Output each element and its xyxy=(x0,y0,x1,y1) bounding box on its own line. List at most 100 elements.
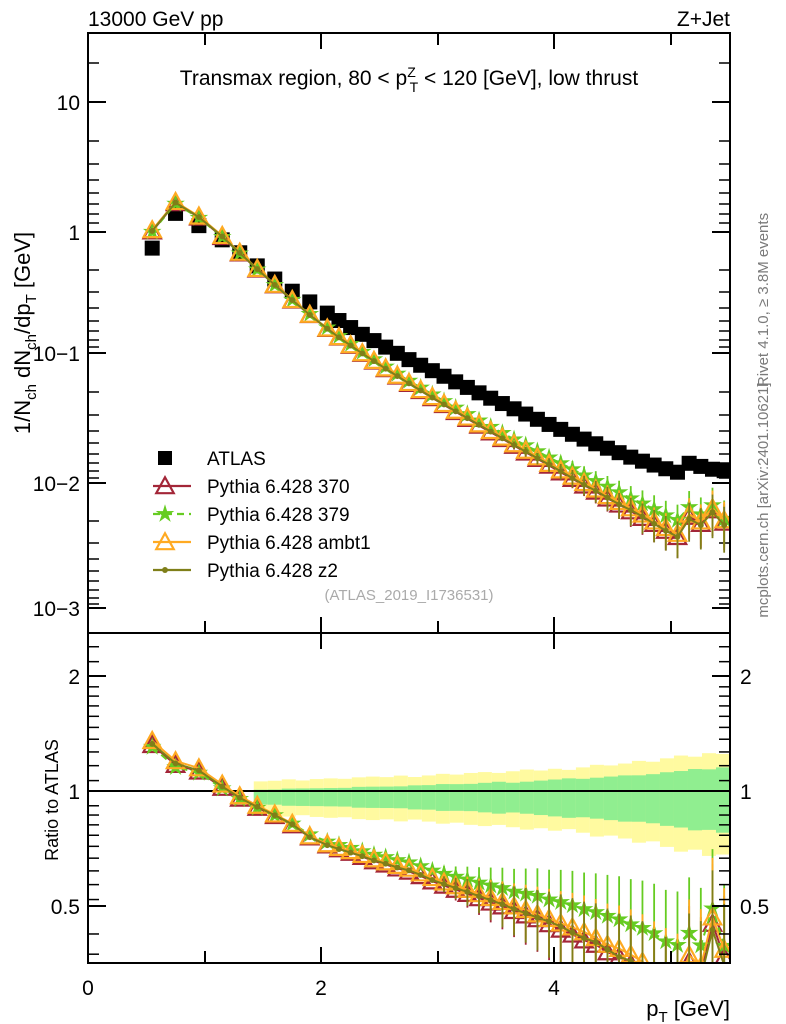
data-marker-dot xyxy=(172,760,179,767)
data-marker-triangle xyxy=(188,757,210,777)
data-marker-square xyxy=(483,390,499,406)
data-marker-star xyxy=(388,850,407,869)
data-marker-square xyxy=(704,461,720,477)
data-marker-square xyxy=(331,313,347,329)
data-marker-triangle xyxy=(281,288,303,309)
data-marker-square xyxy=(471,385,487,401)
data-marker-dot xyxy=(604,494,611,501)
legend-item-atlas: ATLAS xyxy=(158,449,266,470)
data-marker-dot xyxy=(441,401,447,408)
legend: ATLAS Pythia 6.428 370 Pythia 6.428 379 Pyt… xyxy=(153,449,371,582)
x-tick-label-1: 2 xyxy=(315,977,327,1000)
band-inner-segment xyxy=(631,775,646,822)
data-marker-square xyxy=(459,379,475,395)
data-marker-dot xyxy=(662,527,669,534)
band-inner-segment xyxy=(351,786,366,808)
data-marker-dot xyxy=(627,957,634,962)
data-marker-dot xyxy=(324,842,331,849)
data-marker-triangle xyxy=(386,854,408,874)
data-marker-dot xyxy=(289,821,296,828)
data-marker-dot xyxy=(417,871,424,878)
data-marker-square xyxy=(506,401,522,417)
data-marker-triangle xyxy=(246,257,268,277)
ratio-data-layer xyxy=(141,729,729,991)
data-marker-dot xyxy=(546,918,553,925)
data-marker-dot xyxy=(371,358,377,365)
ratio-y-tick-label-left-1: 1 xyxy=(68,781,80,804)
ratio-x-ticks xyxy=(87,633,672,963)
data-marker-dot xyxy=(441,881,447,887)
data-marker-triangle xyxy=(398,857,420,877)
data-marker-triangle xyxy=(154,530,176,551)
band-inner-segment xyxy=(309,788,324,807)
data-marker-triangle xyxy=(652,959,656,962)
legend-item-pythia-6-428-z2: Pythia 6.428 z2 xyxy=(153,561,338,582)
x-tick-label-2: 4 xyxy=(548,977,560,1000)
data-marker-triangle xyxy=(645,970,663,986)
svg-text:Ratio to ATLAS: Ratio to ATLAS xyxy=(42,739,62,861)
data-marker-dot xyxy=(592,487,599,494)
data-marker-square xyxy=(518,406,534,422)
data-marker-dot xyxy=(406,867,412,874)
data-marker-dot xyxy=(476,893,482,900)
data-marker-dot xyxy=(452,885,459,892)
data-marker-dot xyxy=(674,533,681,540)
data-marker-square xyxy=(611,445,627,461)
band-inner-segment xyxy=(575,778,590,818)
data-marker-square xyxy=(669,464,685,480)
data-marker-square xyxy=(144,240,160,256)
y-axis-label-main: 1/Nch dNch/dpT [GeV] xyxy=(10,232,40,434)
band-inner-segment xyxy=(407,785,422,810)
legend-item-pythia-6-428-379: Pythia 6.428 379 xyxy=(153,504,350,526)
x-tick-label-0: 0 xyxy=(82,977,94,1000)
data-marker-dot xyxy=(640,966,646,972)
main-y-ticks xyxy=(88,101,730,609)
data-marker-dot xyxy=(581,481,588,488)
data-marker-dot xyxy=(306,834,313,841)
data-marker-triangle xyxy=(375,357,397,377)
data-marker-dot xyxy=(219,783,226,790)
legend-label: ATLAS xyxy=(207,449,266,470)
band-inner-segment xyxy=(435,784,450,811)
main-y-tick-label-2: 10−1 xyxy=(33,343,80,366)
data-marker-dot xyxy=(306,311,313,318)
main-y-tick-label-1: 1 xyxy=(68,222,80,245)
data-marker-dot xyxy=(487,428,494,435)
main-x-ticks xyxy=(87,33,672,633)
data-marker-dot xyxy=(336,334,342,341)
data-marker-dot xyxy=(464,888,471,895)
data-marker-dot xyxy=(546,461,553,468)
data-marker-dot xyxy=(721,522,728,529)
data-marker-dot xyxy=(557,468,564,475)
data-marker-dot xyxy=(336,846,342,853)
data-marker-dot xyxy=(219,233,226,240)
main-y-tick-label-3: 10−2 xyxy=(33,473,80,496)
band-inner-segment xyxy=(673,771,688,828)
data-marker-dot xyxy=(149,228,156,234)
data-marker-square xyxy=(436,368,452,384)
data-marker-triangle xyxy=(154,474,176,495)
data-marker-dot xyxy=(289,297,296,304)
main-y-tick-label-4: 10−3 xyxy=(33,598,80,621)
data-marker-dot xyxy=(616,953,623,960)
band-inner-segment xyxy=(645,774,660,824)
data-marker-dot xyxy=(651,976,657,982)
data-marker-dot xyxy=(592,939,599,946)
data-marker-triangle xyxy=(641,960,644,962)
data-marker-square xyxy=(354,326,370,342)
data-marker-dot xyxy=(663,985,669,991)
data-marker-dot xyxy=(324,325,331,332)
data-marker-dot xyxy=(464,415,471,422)
band-inner-segment xyxy=(449,784,464,811)
data-marker-triangle xyxy=(421,385,443,406)
ratio-panel-frame xyxy=(87,632,731,964)
data-marker-triangle xyxy=(229,241,251,261)
data-marker-triangle xyxy=(299,303,321,323)
data-marker-triangle xyxy=(340,839,362,860)
data-marker-dot xyxy=(382,365,389,372)
svg-text:1/Nch dNch/dpT [GeV]: 1/Nch dNch/dpT [GeV] xyxy=(10,232,40,434)
series-atlas xyxy=(144,205,729,480)
main-y-tick-label-0: 10 xyxy=(57,92,80,115)
data-marker-dot xyxy=(686,515,693,522)
band-inner-segment xyxy=(281,788,296,806)
